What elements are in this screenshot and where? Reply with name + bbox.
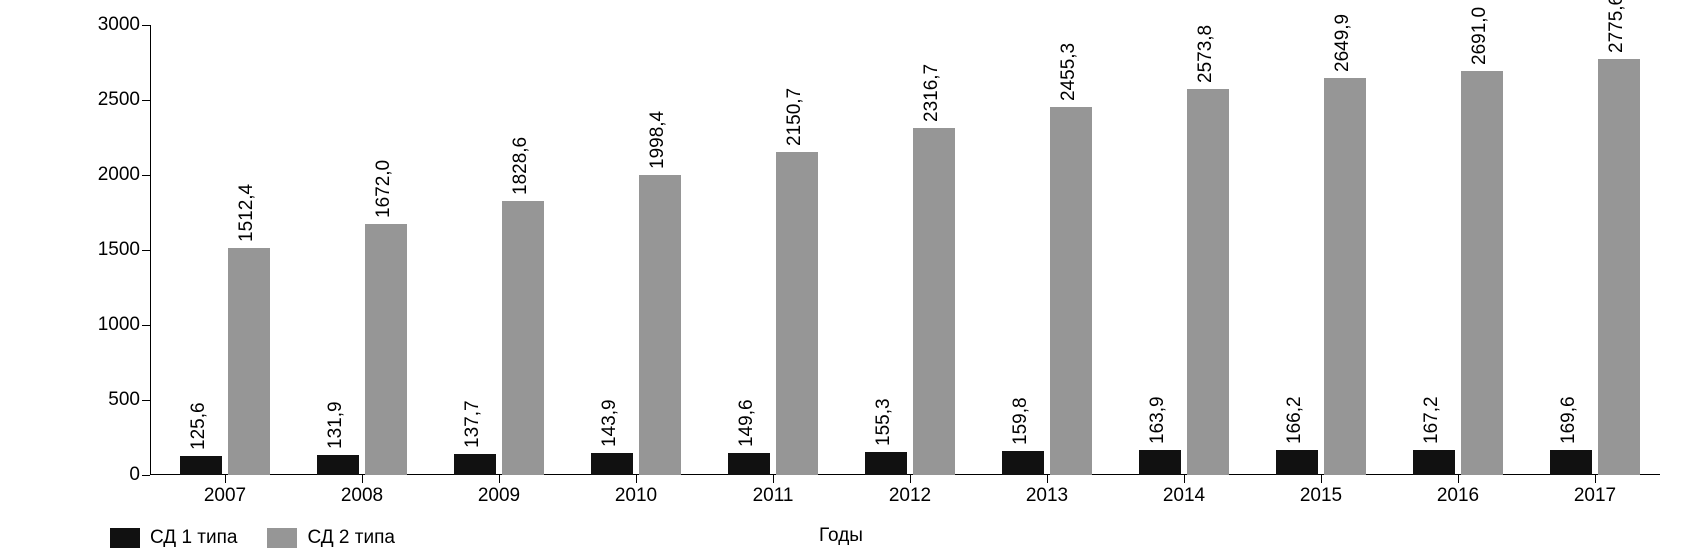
x-tick-label: 2010 — [615, 485, 657, 507]
y-tick-label: 3000 — [90, 14, 140, 36]
bar-label-series1: 166,2 — [1284, 397, 1306, 445]
bar-label-series2: 2455,3 — [1058, 43, 1080, 101]
bar-series2 — [1187, 89, 1229, 475]
y-tick-label: 500 — [90, 389, 140, 411]
x-tick-mark — [1595, 475, 1596, 483]
bar-series2 — [639, 175, 681, 475]
bar-label-series2: 2649,9 — [1332, 13, 1354, 71]
bar-series1 — [1413, 450, 1455, 475]
y-tick-label: 2500 — [90, 89, 140, 111]
bar-series1 — [1550, 450, 1592, 475]
x-tick-mark — [225, 475, 226, 483]
bar-series2 — [1598, 59, 1640, 475]
bar-series2 — [776, 152, 818, 475]
y-tick-mark — [142, 325, 150, 326]
y-axis-line — [150, 25, 151, 475]
bar-series2 — [1324, 78, 1366, 475]
legend-item-1: СД 1 типа — [110, 527, 237, 549]
bar-series2 — [913, 128, 955, 476]
y-tick-label: 1000 — [90, 314, 140, 336]
bar-label-series1: 167,2 — [1421, 396, 1443, 444]
x-tick-label: 2013 — [1026, 485, 1068, 507]
bar-label-series1: 159,8 — [1010, 397, 1032, 445]
x-tick-label: 2014 — [1163, 485, 1205, 507]
x-tick-label: 2015 — [1300, 485, 1342, 507]
bar-label-series2: 2573,8 — [1195, 25, 1217, 83]
bar-series2 — [365, 224, 407, 475]
bar-label-series2: 2775,6 — [1606, 0, 1628, 53]
bar-series1 — [728, 453, 770, 475]
bar-label-series2: 2150,7 — [784, 88, 806, 146]
y-tick-label: 0 — [90, 464, 140, 486]
bar-series2 — [502, 201, 544, 475]
bar-label-series2: 1998,4 — [647, 111, 669, 169]
bar-series1 — [1276, 450, 1318, 475]
bar-label-series2: 1512,4 — [236, 184, 258, 242]
bar-label-series1: 143,9 — [599, 400, 621, 448]
bar-series1 — [454, 454, 496, 475]
x-tick-label: 2011 — [753, 485, 794, 507]
x-tick-label: 2012 — [889, 485, 931, 507]
legend-swatch-1 — [110, 528, 140, 548]
x-tick-label: 2016 — [1437, 485, 1479, 507]
bar-label-series2: 1672,0 — [373, 160, 395, 218]
bar-series2 — [1050, 107, 1092, 475]
x-tick-mark — [362, 475, 363, 483]
y-tick-label: 2000 — [90, 164, 140, 186]
bar-label-series2: 2316,7 — [921, 63, 943, 121]
y-tick-label: 1500 — [90, 239, 140, 261]
y-tick-mark — [142, 175, 150, 176]
y-tick-mark — [142, 25, 150, 26]
x-tick-mark — [1047, 475, 1048, 483]
plot-area: 0500100015002000250030002007125,61512,42… — [150, 25, 1660, 475]
bar-label-series2: 2691,0 — [1469, 7, 1491, 65]
y-tick-mark — [142, 250, 150, 251]
bar-series1 — [1139, 450, 1181, 475]
bar-series1 — [591, 453, 633, 475]
bar-series1 — [865, 452, 907, 475]
legend: СД 1 типа СД 2 типа — [110, 527, 395, 549]
bar-series1 — [180, 456, 222, 475]
bar-series1 — [317, 455, 359, 475]
bar-label-series1: 169,6 — [1558, 396, 1580, 444]
x-tick-mark — [636, 475, 637, 483]
bar-label-series1: 125,6 — [188, 403, 210, 451]
chart-container: Показатель распространенно- сти на 100 0… — [0, 0, 1682, 555]
legend-item-2: СД 2 типа — [267, 527, 394, 549]
bar-label-series1: 131,9 — [325, 402, 347, 450]
x-tick-label: 2009 — [478, 485, 520, 507]
x-tick-mark — [773, 475, 774, 483]
bar-label-series1: 155,3 — [873, 398, 895, 446]
x-tick-label: 2017 — [1574, 485, 1616, 507]
legend-label-2: СД 2 типа — [307, 527, 394, 549]
x-tick-label: 2007 — [204, 485, 246, 507]
legend-swatch-2 — [267, 528, 297, 548]
x-tick-mark — [1458, 475, 1459, 483]
x-tick-mark — [499, 475, 500, 483]
y-tick-mark — [142, 100, 150, 101]
bar-series1 — [1002, 451, 1044, 475]
x-tick-mark — [910, 475, 911, 483]
bar-series2 — [228, 248, 270, 475]
bar-label-series1: 137,7 — [462, 401, 484, 449]
bar-label-series1: 149,6 — [736, 399, 758, 447]
bar-series2 — [1461, 71, 1503, 475]
bar-label-series2: 1828,6 — [510, 137, 532, 195]
y-tick-mark — [142, 475, 150, 476]
legend-label-1: СД 1 типа — [150, 527, 237, 549]
x-tick-mark — [1321, 475, 1322, 483]
x-tick-label: 2008 — [341, 485, 383, 507]
bar-label-series1: 163,9 — [1147, 397, 1169, 445]
y-tick-mark — [142, 400, 150, 401]
x-axis-title: Годы — [819, 525, 863, 547]
x-tick-mark — [1184, 475, 1185, 483]
